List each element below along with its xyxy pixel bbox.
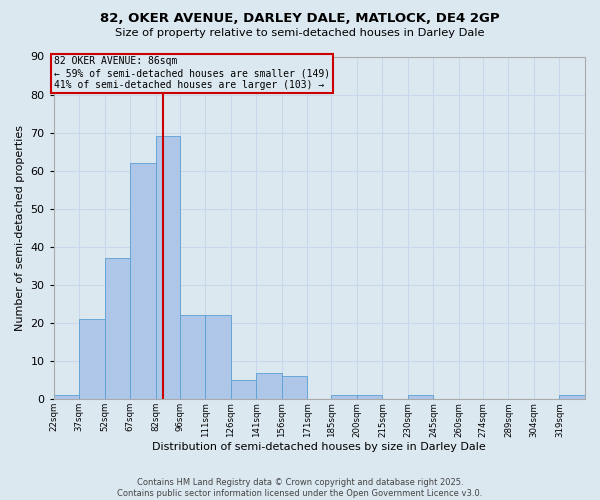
Bar: [205, 316, 231, 400]
Text: 82 OKER AVENUE: 86sqm
← 59% of semi-detached houses are smaller (149)
41% of sem: 82 OKER AVENUE: 86sqm ← 59% of semi-deta…: [54, 56, 330, 90]
Bar: [156, 136, 180, 400]
Bar: [231, 380, 256, 400]
Bar: [282, 376, 307, 400]
Bar: [180, 316, 205, 400]
Bar: [408, 396, 433, 400]
Bar: [130, 163, 156, 400]
X-axis label: Distribution of semi-detached houses by size in Darley Dale: Distribution of semi-detached houses by …: [152, 442, 486, 452]
Bar: [357, 396, 382, 400]
Y-axis label: Number of semi-detached properties: Number of semi-detached properties: [15, 125, 25, 331]
Bar: [54, 396, 79, 400]
Bar: [331, 396, 357, 400]
Bar: [559, 396, 585, 400]
Bar: [256, 372, 282, 400]
Text: 82, OKER AVENUE, DARLEY DALE, MATLOCK, DE4 2GP: 82, OKER AVENUE, DARLEY DALE, MATLOCK, D…: [100, 12, 500, 26]
Text: Contains HM Land Registry data © Crown copyright and database right 2025.
Contai: Contains HM Land Registry data © Crown c…: [118, 478, 482, 498]
Text: Size of property relative to semi-detached houses in Darley Dale: Size of property relative to semi-detach…: [115, 28, 485, 38]
Bar: [79, 320, 105, 400]
Bar: [105, 258, 130, 400]
